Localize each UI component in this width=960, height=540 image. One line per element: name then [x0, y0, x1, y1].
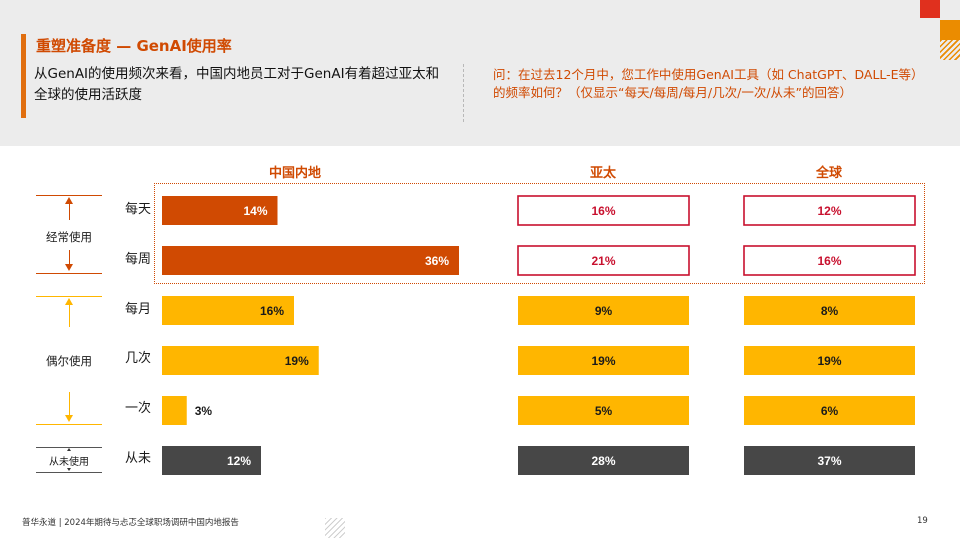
frequent-group-top-line	[36, 195, 102, 196]
page-subtitle: 从GenAI的使用频次来看，中国内地员工对于GenAI有着超过亚太和全球的使用活…	[34, 66, 440, 103]
never-arrow-up-icon	[67, 448, 71, 451]
label-global-once: 6%	[821, 404, 839, 418]
label-apac-never: 28%	[591, 454, 615, 468]
label-global-daily: 12%	[817, 204, 841, 218]
frequent-arrow-up-shaft	[68, 204, 70, 220]
box-global-daily	[743, 195, 916, 226]
survey-question: 问：在过去12个月中，您工作中使用GenAI工具（如 ChatGPT、DALL-…	[493, 67, 924, 100]
frequent-arrow-down-icon	[65, 264, 73, 271]
box-apac-never	[518, 446, 689, 475]
bar-china-never	[162, 446, 261, 475]
row-label-never: 从未	[125, 451, 152, 466]
row-label-monthly: 每月	[125, 302, 152, 317]
bar-china-monthly	[162, 296, 294, 325]
corner-orange-block	[940, 20, 960, 40]
occasional-arrow-up-shaft	[68, 305, 70, 327]
column-header-apac: 亚太	[589, 166, 616, 181]
page-title: 重塑准备度 — GenAI使用率	[36, 37, 232, 55]
occasional-group-top-line	[36, 296, 102, 297]
box-apac-once	[518, 396, 689, 425]
label-global-several-times: 19%	[817, 354, 841, 368]
occasional-arrow-up-icon	[65, 298, 73, 305]
group-label-frequent: 经常使用	[46, 230, 92, 244]
box-global-weekly	[743, 245, 916, 276]
never-group-bottom-line	[36, 472, 102, 473]
page-number: 19	[917, 516, 928, 526]
label-china-several-times: 19%	[285, 354, 309, 368]
row-label-weekly: 每周	[125, 252, 152, 267]
never-group-top-line	[36, 447, 102, 448]
label-apac-daily: 16%	[591, 204, 615, 218]
box-apac-daily	[517, 195, 690, 226]
box-apac-monthly	[518, 296, 689, 325]
header-band	[0, 0, 960, 146]
box-apac-weekly	[517, 245, 690, 276]
label-china-monthly: 16%	[260, 304, 284, 318]
column-header-global: 全球	[815, 166, 842, 181]
label-apac-weekly: 21%	[591, 254, 615, 268]
box-apac-several-times	[518, 346, 689, 375]
bar-china-weekly	[162, 246, 459, 275]
footer-hatch-block	[325, 518, 345, 538]
corner-hatch-block	[940, 40, 960, 60]
label-apac-once: 5%	[595, 404, 613, 418]
row-label-several-times: 几次	[125, 351, 152, 366]
row-label-daily: 每天	[125, 202, 152, 217]
label-global-never: 37%	[817, 454, 841, 468]
frequent-arrow-down-shaft	[68, 250, 70, 264]
box-global-monthly	[744, 296, 915, 325]
box-global-once	[744, 396, 915, 425]
label-china-never: 12%	[227, 454, 251, 468]
footer-source: 普华永道 | 2024年期待与忐忑全球职场调研中国内地报告	[22, 518, 239, 528]
group-label-never: 从未使用	[49, 457, 89, 468]
bar-china-once	[162, 396, 187, 425]
frequent-group-bottom-line	[36, 273, 102, 274]
bar-china-daily	[162, 196, 278, 225]
occasional-arrow-down-shaft	[68, 392, 70, 415]
column-header-china: 中国内地	[268, 166, 321, 181]
label-global-weekly: 16%	[817, 254, 841, 268]
group-label-occasional: 偶尔使用	[46, 354, 92, 368]
box-global-several-times	[744, 346, 915, 375]
label-china-daily: 14%	[243, 204, 267, 218]
never-arrow-down-icon	[67, 468, 71, 471]
label-global-monthly: 8%	[821, 304, 839, 318]
label-china-weekly: 36%	[425, 254, 449, 268]
occasional-arrow-down-icon	[65, 415, 73, 422]
occasional-group-bottom-line	[36, 424, 102, 425]
row-label-once: 一次	[125, 401, 152, 416]
label-china-once: 3%	[195, 404, 213, 418]
label-apac-several-times: 19%	[591, 354, 615, 368]
header-divider	[463, 64, 464, 122]
frequent-arrow-up-icon	[65, 197, 73, 204]
corner-red-block	[920, 0, 940, 18]
label-apac-monthly: 9%	[595, 304, 613, 318]
box-global-never	[744, 446, 915, 475]
bar-china-several-times	[162, 346, 319, 375]
frequent-use-highlight-box	[154, 183, 925, 284]
title-accent-bar	[21, 34, 26, 118]
